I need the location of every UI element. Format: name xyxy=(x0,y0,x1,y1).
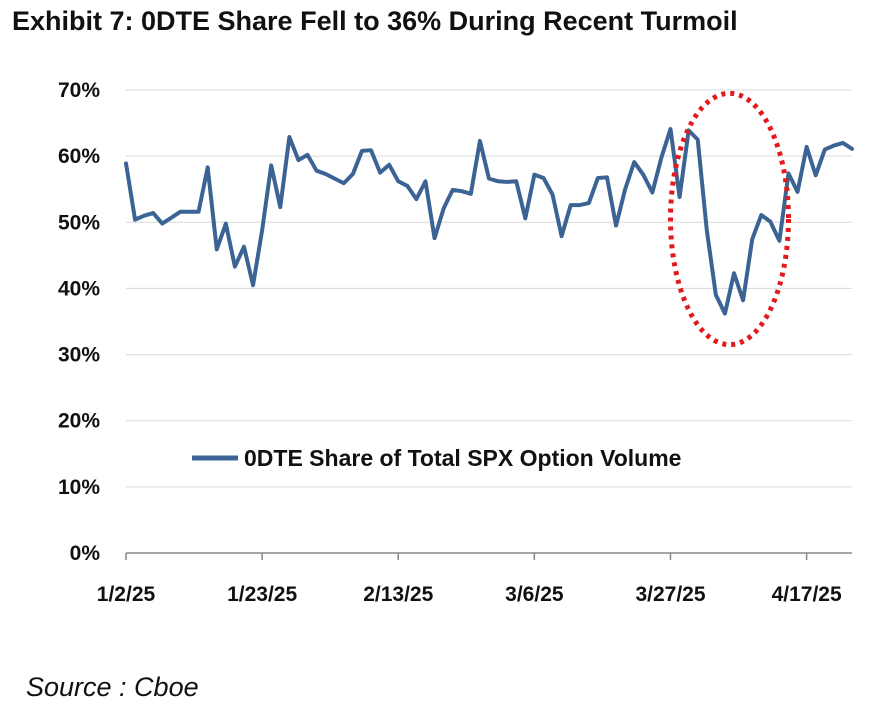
x-tick-label: 1/23/25 xyxy=(227,583,297,606)
series-group xyxy=(124,127,854,316)
y-tick-label: 10% xyxy=(58,476,100,499)
legend: 0DTE Share of Total SPX Option Volume xyxy=(192,445,681,471)
x-axis xyxy=(125,552,852,560)
x-tick-label: 2/13/25 xyxy=(363,583,433,606)
y-tick-label: 40% xyxy=(58,277,100,300)
y-tick-label: 30% xyxy=(58,344,100,367)
annotation-group xyxy=(668,90,791,348)
x-tick-label: 4/17/25 xyxy=(772,583,842,606)
y-tick-label: 60% xyxy=(58,145,100,168)
y-tick-label: 20% xyxy=(58,410,100,433)
y-axis-tick-labels: 0% 10% 20% 30% 40% 50% 60% 70% xyxy=(58,79,100,565)
series-line-0dte-share xyxy=(124,127,854,316)
x-tick-label: 3/6/25 xyxy=(505,583,564,606)
legend-label: 0DTE Share of Total SPX Option Volume xyxy=(244,445,681,471)
chart-title: Exhibit 7: 0DTE Share Fell to 36% During… xyxy=(12,6,738,36)
y-tick-label: 0% xyxy=(70,542,101,565)
y-tick-label: 70% xyxy=(58,79,100,102)
x-tick-label: 3/27/25 xyxy=(635,583,705,606)
grid-lines xyxy=(126,89,852,488)
x-tick-label: 1/2/25 xyxy=(97,583,156,606)
highlight-ellipse xyxy=(668,90,791,348)
source-note: Source : Cboe xyxy=(26,672,199,702)
x-axis-tick-labels: 1/2/25 1/23/25 2/13/25 3/6/25 3/27/25 4/17/25 xyxy=(97,583,842,606)
y-tick-label: 50% xyxy=(58,211,100,234)
